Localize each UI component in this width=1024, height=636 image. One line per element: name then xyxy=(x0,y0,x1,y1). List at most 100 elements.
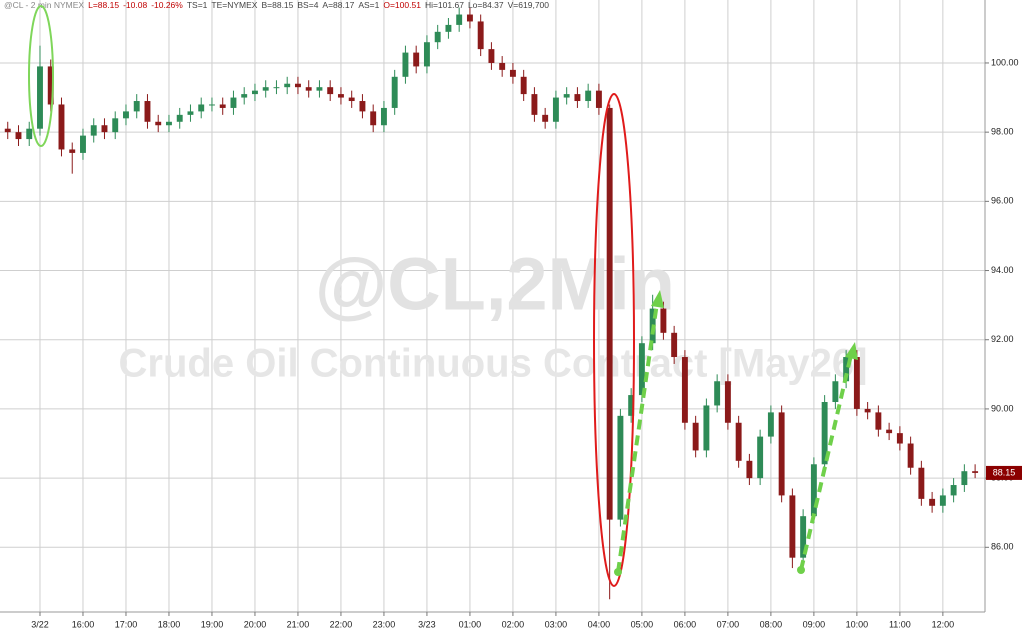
x-tick-label: 08:00 xyxy=(760,619,783,629)
candle-body xyxy=(939,495,946,506)
header-item: Lo=84.37 xyxy=(468,0,504,10)
candle-body xyxy=(628,395,635,416)
candle-body xyxy=(273,87,280,89)
candle-body xyxy=(219,104,226,108)
candle-body xyxy=(499,62,506,70)
candle-body xyxy=(123,111,129,119)
candle-body xyxy=(348,97,355,102)
header-item: Hi=101.67 xyxy=(425,0,464,10)
candle-body xyxy=(359,101,366,112)
header: @CL - 2 min NYMEX L=88.15 -10.08 -10.26% TS=… xyxy=(4,0,549,10)
last-price-label: 88.15 xyxy=(993,467,1016,477)
candle-body xyxy=(671,332,678,358)
candle-body xyxy=(606,107,613,520)
candle-body xyxy=(69,149,76,153)
candle-body xyxy=(864,408,871,413)
last-price-box xyxy=(986,465,1022,480)
candle-body xyxy=(542,114,549,122)
x-tick-label: 05:00 xyxy=(631,619,654,629)
candle-body xyxy=(456,14,463,25)
candle-body xyxy=(875,412,882,430)
x-tick-label: 20:00 xyxy=(244,619,267,629)
y-tick-label: 92.00 xyxy=(991,334,1014,344)
y-tick-label: 100.00 xyxy=(991,57,1019,67)
x-tick-label: 11:00 xyxy=(889,619,911,629)
candle-body xyxy=(509,69,516,77)
candle-body xyxy=(380,107,387,126)
candle-body xyxy=(692,422,699,451)
candle-body xyxy=(413,52,420,67)
y-tick-label: 98.00 xyxy=(991,127,1014,137)
candle-body xyxy=(15,132,22,140)
candle-body xyxy=(370,111,377,126)
candle-body xyxy=(209,104,215,106)
candle-body xyxy=(595,90,602,108)
y-tick-label: 94.00 xyxy=(991,265,1014,275)
candle-body xyxy=(896,433,903,444)
header-item: B=88.15 xyxy=(261,0,293,10)
x-tick-label: 17:00 xyxy=(115,619,138,629)
candle-body xyxy=(778,412,785,496)
candle-body xyxy=(187,111,194,115)
candle-body xyxy=(101,125,108,133)
x-tick-label: 07:00 xyxy=(717,619,740,629)
candle-body xyxy=(262,87,269,91)
candle-body xyxy=(832,381,839,403)
candle-body xyxy=(757,436,764,479)
candle-body xyxy=(789,495,796,558)
header-item: TE=NYMEX xyxy=(211,0,257,10)
candle-body xyxy=(810,464,817,517)
x-tick-label: 02:00 xyxy=(502,619,525,629)
candle-body xyxy=(563,94,570,98)
candle-body xyxy=(746,460,753,479)
candle-body xyxy=(552,97,559,122)
candle-body xyxy=(391,76,398,108)
x-tick-label: 03:00 xyxy=(545,619,568,629)
x-tick-label: 3/23 xyxy=(418,619,436,629)
annotations xyxy=(28,5,858,587)
candle-body xyxy=(294,83,301,88)
header-item: V=619,700 xyxy=(508,0,550,10)
x-tick-label: 06:00 xyxy=(674,619,697,629)
y-tick-label: 90.00 xyxy=(991,403,1014,413)
candle-body xyxy=(327,87,334,95)
x-tick-label: 23:00 xyxy=(373,619,396,629)
candle-body xyxy=(520,76,527,95)
candle-body xyxy=(434,31,441,43)
candle-body xyxy=(821,402,828,465)
candle-body xyxy=(950,485,957,496)
highlight-ellipse xyxy=(593,93,635,587)
candle-body xyxy=(90,125,97,136)
candle-body xyxy=(681,357,688,423)
candle-body xyxy=(445,24,452,32)
candle-body xyxy=(133,101,140,112)
candle-body xyxy=(714,381,721,406)
candle-body xyxy=(144,101,151,122)
candle-body xyxy=(402,52,409,77)
header-item: L=88.15 xyxy=(88,0,119,10)
x-tick-label: 12:00 xyxy=(932,619,955,629)
header-item: O=100.51 xyxy=(383,0,421,10)
header-item: AS=1 xyxy=(358,0,379,10)
candle-body xyxy=(703,405,710,451)
trend-arrow xyxy=(799,354,853,571)
candle-body xyxy=(585,90,592,102)
candle-body xyxy=(660,308,667,333)
x-tick-label: 22:00 xyxy=(330,619,353,629)
x-tick-label: 09:00 xyxy=(803,619,826,629)
candle-body xyxy=(843,357,850,382)
candle-body xyxy=(423,42,430,67)
candle-body xyxy=(918,467,925,499)
candle-body xyxy=(80,135,86,153)
y-tick-label: 86.00 xyxy=(991,542,1014,552)
candle-body xyxy=(800,516,807,558)
candle-body xyxy=(241,94,248,98)
header-item: A=88.17 xyxy=(322,0,354,10)
candle-body xyxy=(972,471,979,473)
x-tick-label: 18:00 xyxy=(158,619,181,629)
x-tick-label: 04:00 xyxy=(588,619,611,629)
candle-body xyxy=(305,87,312,91)
candle-body xyxy=(574,94,581,102)
